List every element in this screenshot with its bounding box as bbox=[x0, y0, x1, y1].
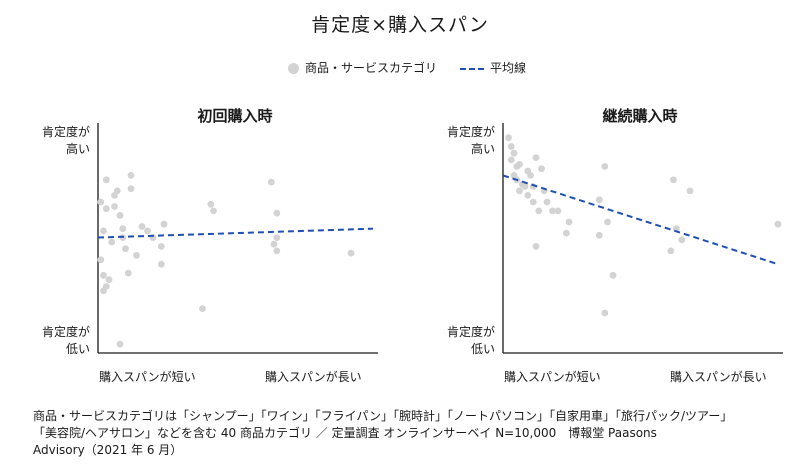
footnote-line-2: 「美容院/ヘアサロン」などを含む 40 商品カテゴリ ／ 定量調査 オンラインサ… bbox=[33, 426, 657, 440]
data-point bbox=[521, 183, 529, 190]
data-point bbox=[102, 205, 110, 213]
legend-average-label: 平均線 bbox=[490, 61, 527, 75]
data-point bbox=[273, 247, 281, 255]
data-point bbox=[97, 256, 105, 264]
data-point bbox=[144, 227, 151, 235]
legend-dots-label: 商品・サービスカテゴリ bbox=[305, 61, 438, 75]
footnote: 商品・サービスカテゴリは「シャンプー」「ワイン」「フライパン」「腕時計」「ノート… bbox=[33, 408, 793, 459]
data-point bbox=[116, 212, 124, 219]
data-point bbox=[100, 287, 107, 295]
data-point bbox=[111, 203, 118, 210]
data-point bbox=[604, 218, 611, 226]
x-label-short: 購入スパンが短い bbox=[99, 370, 196, 384]
data-point bbox=[678, 236, 686, 244]
data-point bbox=[102, 176, 110, 184]
data-point bbox=[119, 225, 127, 233]
data-point bbox=[116, 340, 124, 348]
dashed-line-icon bbox=[460, 67, 484, 70]
legend: 商品・サービスカテゴリ 平均線 bbox=[0, 58, 800, 78]
chart-first-purchase-plot bbox=[97, 123, 378, 354]
data-point bbox=[510, 149, 518, 157]
data-point bbox=[774, 220, 782, 228]
legend-dots: 商品・サービスカテゴリ bbox=[288, 58, 437, 78]
y-label-high-text: 肯定度が 高い bbox=[446, 125, 495, 156]
data-point bbox=[670, 176, 677, 184]
data-point bbox=[127, 185, 135, 193]
data-point bbox=[347, 249, 355, 257]
chart-repeat-purchase-title: 継続購入時 bbox=[602, 107, 678, 125]
data-point bbox=[157, 243, 165, 250]
data-point bbox=[516, 160, 523, 168]
data-point bbox=[100, 227, 107, 235]
data-point bbox=[157, 260, 165, 268]
data-point bbox=[199, 305, 206, 312]
x-label-long: 購入スパンが長い bbox=[670, 370, 767, 384]
data-point bbox=[207, 200, 215, 208]
chart-repeat-purchase-plot bbox=[502, 123, 783, 354]
data-point bbox=[97, 198, 105, 206]
y-label-low-text: 肯定度が 低い bbox=[41, 325, 90, 356]
footnote-line-3: Advisory（2021 年 6 月） bbox=[33, 443, 183, 457]
data-point bbox=[562, 229, 570, 237]
data-point bbox=[535, 207, 543, 215]
average-line bbox=[97, 227, 374, 239]
data-point bbox=[210, 207, 217, 215]
data-point bbox=[601, 163, 609, 170]
x-label-long: 購入スパンが長い bbox=[265, 370, 362, 384]
data-point bbox=[554, 207, 562, 215]
data-point bbox=[524, 192, 532, 199]
data-point bbox=[507, 143, 515, 150]
data-point bbox=[601, 309, 609, 317]
data-point bbox=[507, 156, 515, 164]
data-point bbox=[516, 187, 523, 195]
chart-first-purchase-title: 初回購入時 bbox=[197, 107, 273, 125]
x-label-short: 購入スパンが短い bbox=[504, 370, 601, 384]
y-label-high-text: 肯定度が 高い bbox=[41, 125, 90, 156]
data-point bbox=[127, 172, 135, 179]
data-point bbox=[105, 276, 113, 284]
y-label-low: 肯定度が 低い bbox=[425, 324, 495, 358]
data-point bbox=[270, 240, 278, 248]
data-point bbox=[505, 134, 512, 142]
data-point bbox=[160, 220, 168, 228]
y-label-low: 肯定度が 低い bbox=[20, 324, 90, 358]
data-point bbox=[595, 231, 603, 239]
data-point bbox=[122, 245, 129, 253]
data-point bbox=[609, 271, 617, 279]
footnote-line-1: 商品・サービスカテゴリは「シャンプー」「ワイン」「フライパン」「腕時計」「ノート… bbox=[33, 409, 733, 423]
data-point bbox=[133, 251, 140, 259]
average-line bbox=[502, 174, 779, 266]
chart-repeat-purchase: 継続購入時 肯定度が 高い 肯定度が 低い 購入スパンが短い 購入スパンが長い bbox=[400, 98, 800, 398]
data-point bbox=[543, 198, 551, 206]
data-point bbox=[138, 223, 146, 230]
data-point bbox=[527, 172, 534, 179]
y-label-high: 肯定度が 高い bbox=[20, 124, 90, 158]
data-point bbox=[267, 178, 275, 186]
data-point bbox=[686, 187, 694, 195]
y-label-high: 肯定度が 高い bbox=[425, 124, 495, 158]
dot-marker-icon bbox=[288, 63, 299, 74]
data-point bbox=[273, 234, 281, 242]
chart-first-purchase: 初回購入時 肯定度が 高い 肯定度が 低い 購入スパンが短い 購入スパンが長い bbox=[0, 98, 400, 398]
data-point bbox=[529, 198, 537, 206]
data-point bbox=[113, 187, 121, 195]
legend-average: 平均線 bbox=[460, 58, 526, 78]
data-point bbox=[667, 247, 675, 255]
data-point bbox=[108, 238, 116, 246]
data-point bbox=[532, 154, 540, 161]
data-point bbox=[532, 243, 540, 250]
data-point bbox=[549, 207, 556, 215]
data-point bbox=[595, 196, 603, 204]
data-point bbox=[124, 269, 132, 277]
data-point bbox=[273, 209, 281, 217]
y-label-low-text: 肯定度が 低い bbox=[446, 325, 495, 356]
chart-title: 肯定度×購入スパン bbox=[311, 14, 489, 36]
data-point bbox=[100, 271, 107, 279]
data-point bbox=[538, 165, 545, 173]
data-point bbox=[565, 218, 573, 226]
